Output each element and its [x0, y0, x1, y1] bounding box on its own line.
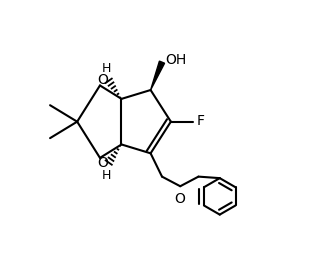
Text: O: O	[97, 156, 108, 170]
Text: H: H	[102, 62, 111, 74]
Polygon shape	[151, 61, 165, 90]
Text: H: H	[102, 169, 111, 182]
Text: F: F	[196, 114, 204, 128]
Text: O: O	[97, 73, 108, 87]
Text: O: O	[174, 192, 185, 206]
Text: OH: OH	[165, 53, 186, 67]
